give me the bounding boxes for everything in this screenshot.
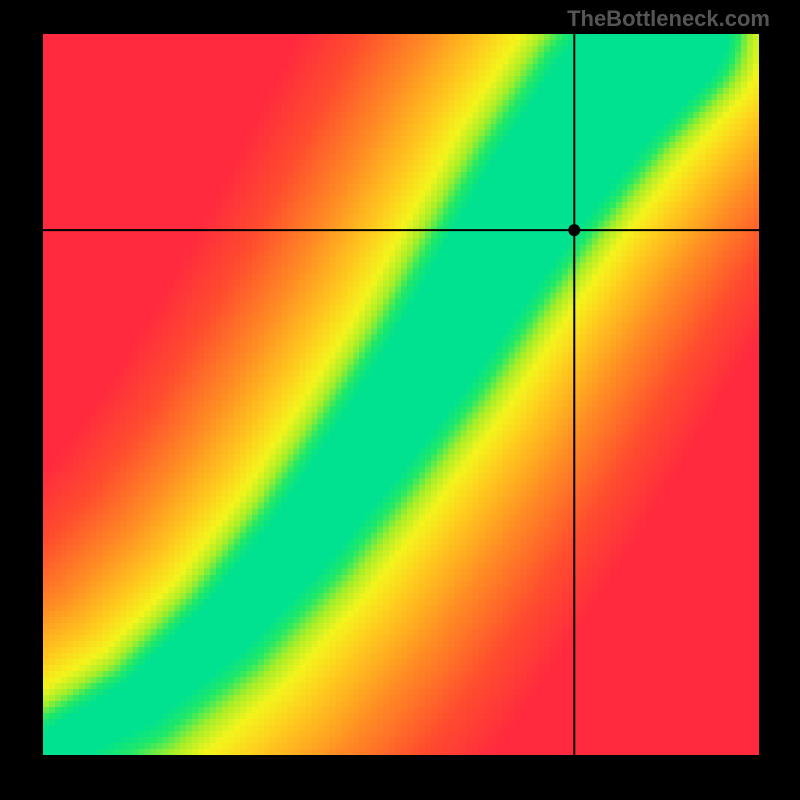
- watermark-text: TheBottleneck.com: [567, 6, 770, 32]
- bottleneck-heatmap: [43, 34, 759, 755]
- chart-container: TheBottleneck.com: [0, 0, 800, 800]
